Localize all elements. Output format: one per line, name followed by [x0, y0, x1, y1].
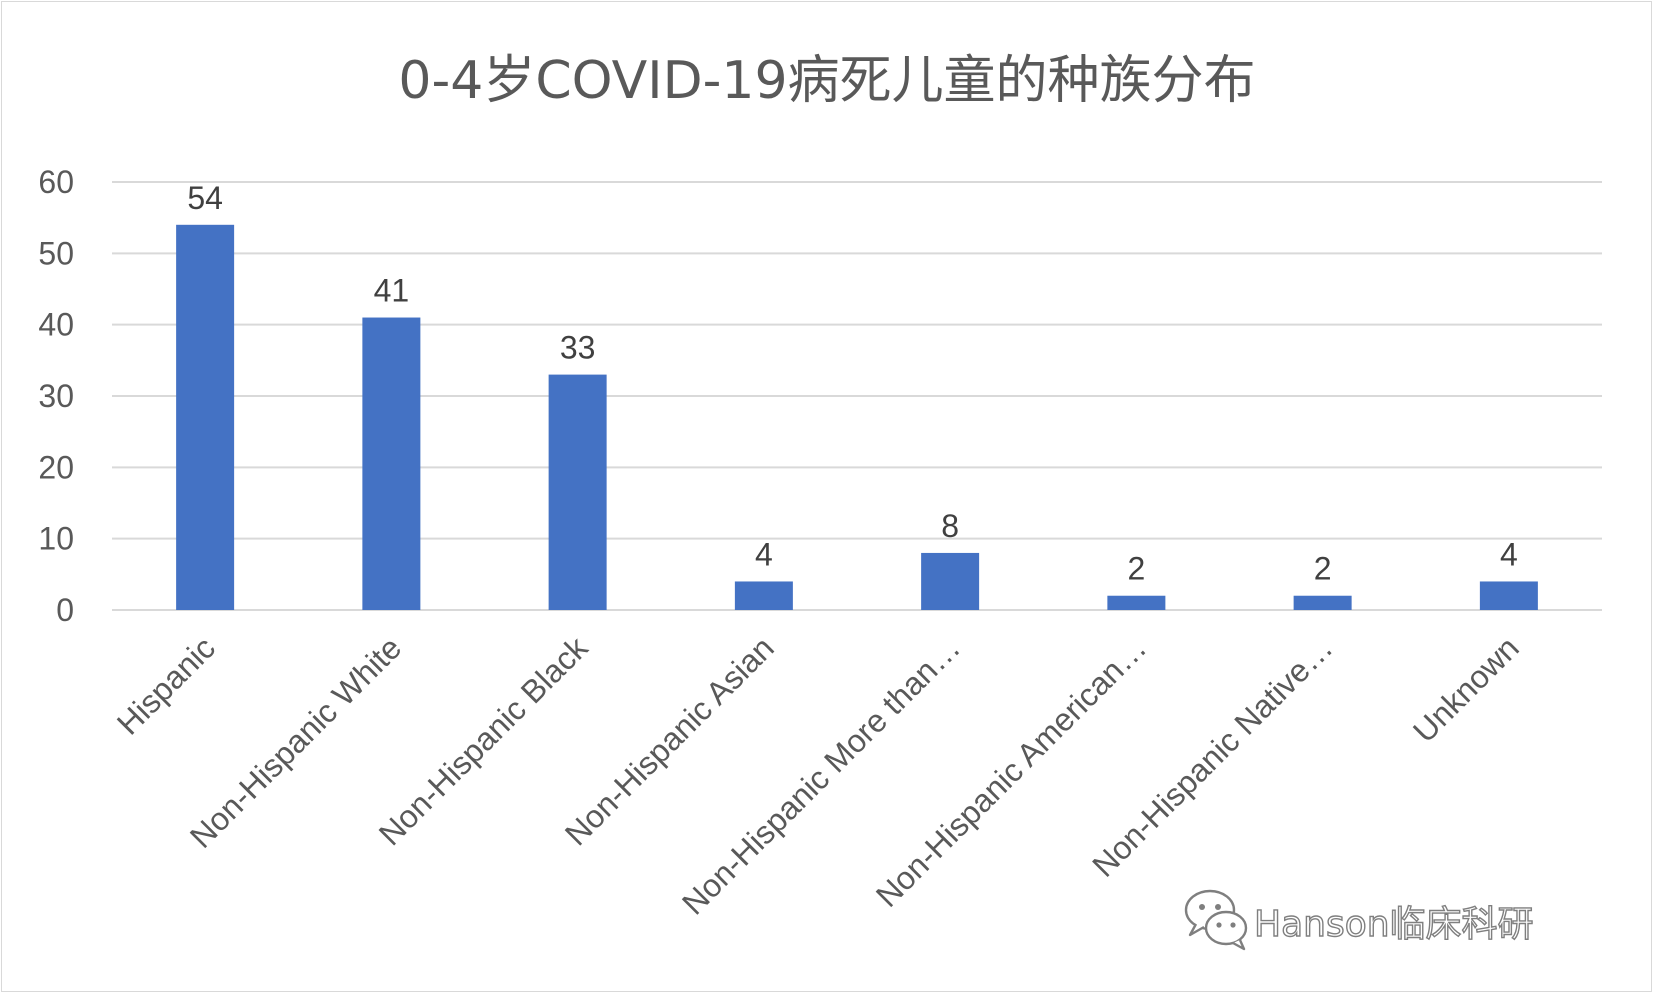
data-label: 54 [187, 180, 223, 216]
category-label: Unknown [1406, 629, 1526, 749]
y-tick-label: 30 [38, 378, 74, 414]
y-tick-label: 60 [38, 164, 74, 200]
wechat-icon [1184, 889, 1248, 951]
bar [734, 581, 793, 610]
category-label: Non-Hispanic White [183, 629, 408, 854]
bar [1293, 595, 1352, 610]
category-label: Non-Hispanic Black [372, 629, 596, 853]
data-label: 41 [374, 273, 410, 309]
category-label: Hispanic [110, 629, 222, 741]
data-label: 4 [755, 536, 773, 572]
data-label: 4 [1500, 536, 1518, 572]
data-label: 2 [1314, 551, 1332, 587]
y-tick-label: 40 [38, 307, 74, 343]
data-labels: 54 41 33 4 8 2 2 4 [187, 180, 1517, 587]
y-tick-label: 10 [38, 521, 74, 557]
bar [548, 374, 607, 610]
bar [1107, 595, 1166, 610]
bar [176, 224, 235, 611]
watermark-text: Hanson临床科研 [1254, 904, 1534, 945]
y-axis-ticks: 0 10 20 30 40 50 60 [38, 164, 74, 628]
category-label: Non-Hispanic Asian [558, 629, 781, 852]
bar [921, 552, 980, 610]
data-label: 8 [941, 508, 959, 544]
data-label: 2 [1127, 551, 1145, 587]
y-tick-label: 20 [38, 449, 74, 485]
bars [176, 224, 1538, 611]
watermark: Hanson临床科研 [1184, 889, 1534, 951]
bar [1479, 581, 1538, 610]
bar [362, 317, 421, 610]
chart-title: 0-4岁COVID-19病死儿童的种族分布 [398, 51, 1255, 111]
y-tick-label: 50 [38, 235, 74, 271]
y-tick-label: 0 [56, 592, 74, 628]
grid-layer [112, 181, 1602, 611]
data-label: 33 [560, 330, 596, 366]
